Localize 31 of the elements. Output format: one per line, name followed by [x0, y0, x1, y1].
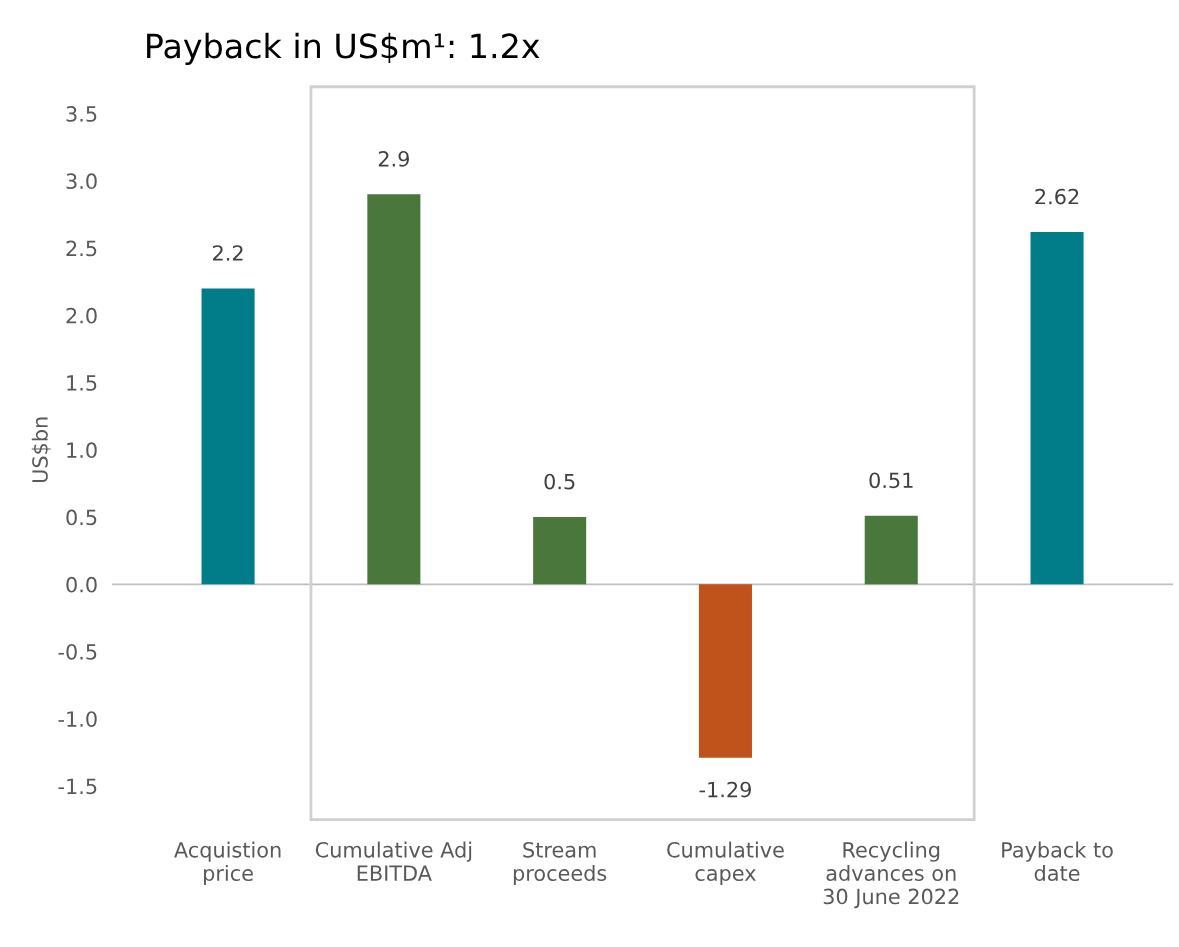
y-tick-label: -1.0 [58, 711, 97, 727]
y-tick-label: 0.0 [66, 576, 97, 593]
x-tick-label: Payback to date [1002, 841, 1113, 882]
data-label: -1.29 [699, 781, 751, 798]
data-label: 0.5 [544, 473, 575, 490]
data-label: 2.9 [378, 151, 409, 167]
y-tick-label: 1.0 [67, 442, 97, 459]
y-tick-label: 2.5 [66, 240, 97, 257]
bar [1030, 231, 1084, 585]
chart-title: Payback in US$m¹: 1.2x [147, 32, 540, 66]
bar [201, 288, 255, 585]
x-tick-label: Acquistion price [174, 841, 281, 886]
y-tick-label: -0.5 [58, 643, 97, 660]
x-tick-label: Cumulative Adj EBITDA [315, 841, 472, 881]
y-axis-title: US$bn [31, 417, 51, 483]
y-tick-label: -1.5 [58, 778, 97, 795]
bar [698, 584, 752, 758]
y-tick-label: 3.5 [66, 106, 97, 122]
y-tick-label: 2.0 [66, 307, 97, 324]
x-tick-label: Stream proceeds [513, 841, 607, 886]
y-tick-label: 1.5 [67, 375, 97, 391]
data-label: 2.62 [1035, 188, 1079, 205]
y-tick-label: 0.5 [66, 509, 97, 526]
x-tick-label: Recycling advances on 30 June 2022 [823, 841, 959, 909]
y-tick-label: 3.0 [66, 173, 97, 190]
bar [367, 194, 421, 585]
bar [533, 517, 587, 585]
data-label: 2.2 [213, 245, 243, 261]
x-tick-label: Cumulative capex [667, 841, 784, 886]
bar [864, 515, 918, 585]
data-label: 0.51 [869, 472, 913, 489]
